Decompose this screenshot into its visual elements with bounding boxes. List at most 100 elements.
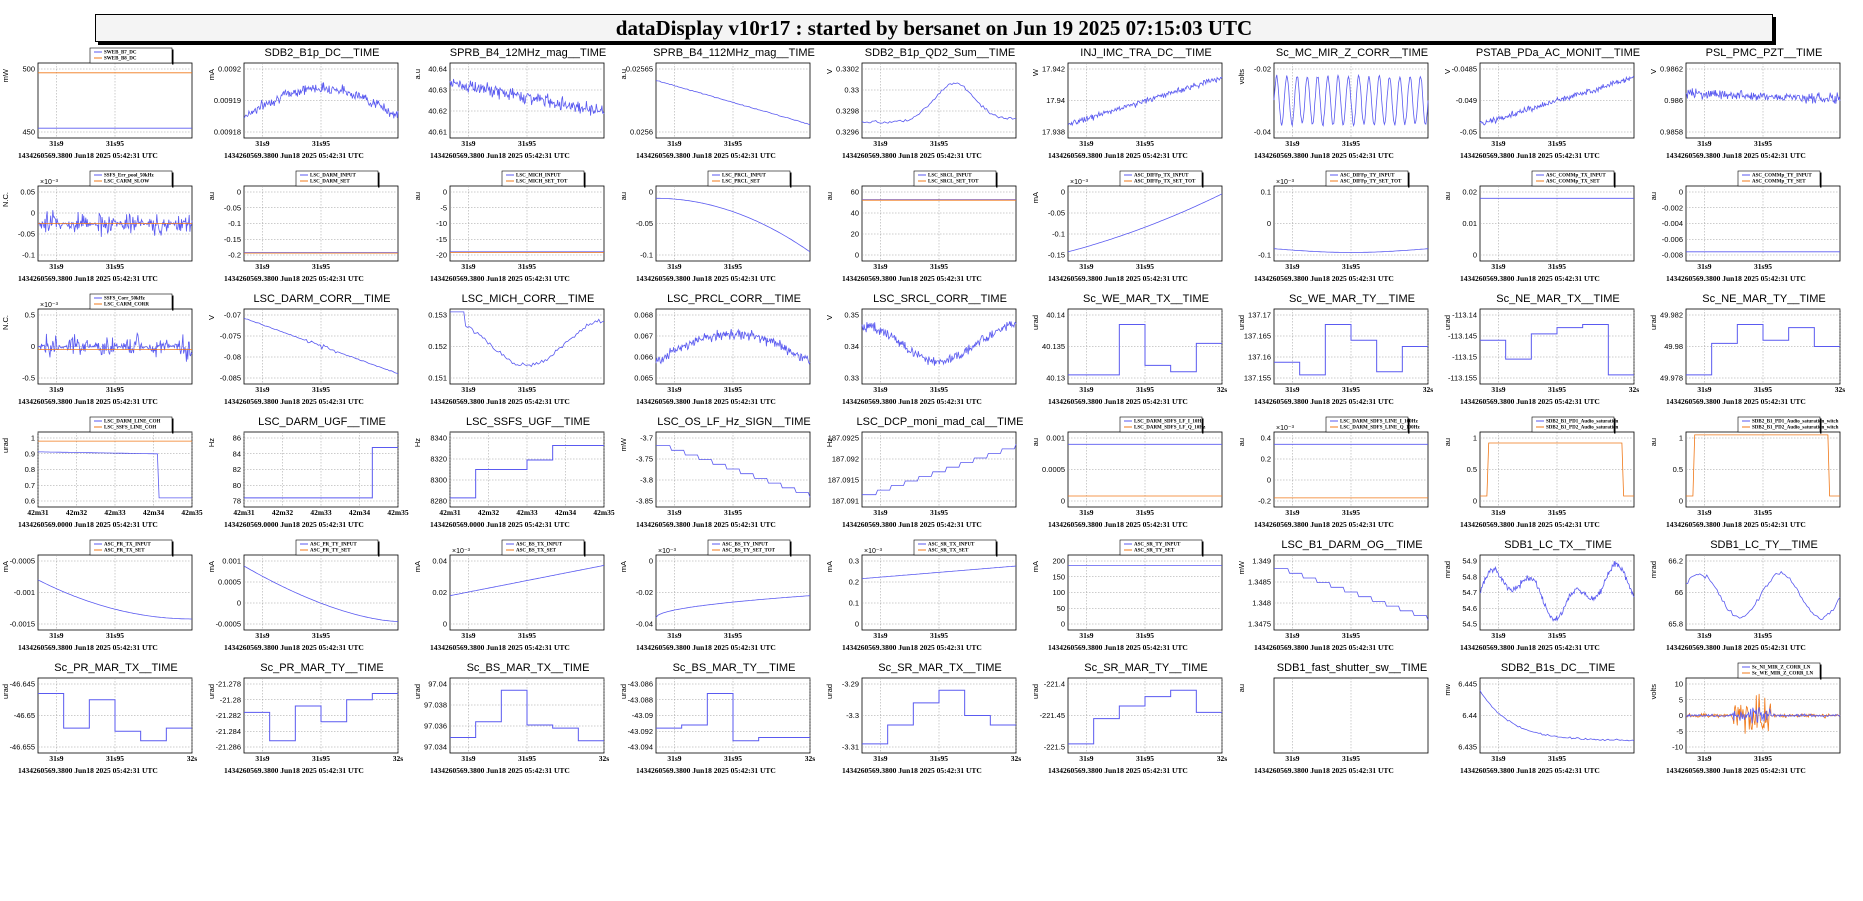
legend-shadow [172, 172, 174, 188]
y-axis-label: a.u [413, 69, 422, 79]
legend-entry: SDB2_B1_PD2_Audio_saturation [1546, 426, 1618, 431]
x-tick-label: 31s9 [1491, 262, 1505, 271]
series-line [655, 595, 811, 618]
y-tick-label: -10 [436, 219, 447, 228]
x-tick-label: 31s95 [106, 139, 124, 148]
y-axis-label: V [825, 69, 834, 74]
x-tick-label: 31s9 [667, 139, 681, 148]
y-tick-label: 1 [1679, 434, 1683, 443]
legend-shadow [1408, 172, 1410, 188]
y-axis-label: au [1031, 438, 1040, 446]
panel-title: PSL_PMC_PZT__TIME [1706, 47, 1823, 59]
y-tick-label: 0.8 [25, 465, 35, 474]
y-tick-label: 8340 [430, 434, 447, 443]
x-tick-label: 32s [393, 754, 404, 763]
x-tick-label: 31s9 [873, 631, 887, 640]
panel-timestamp: 1434260569.3800 Jun18 2025 05:42:31 UTC [842, 274, 982, 283]
panel-timestamp: 1434260569.3800 Jun18 2025 05:42:31 UTC [18, 274, 158, 283]
y-tick-label: 54.6 [1462, 604, 1477, 613]
x-tick-label: 31s9 [873, 754, 887, 763]
x-tick-label: 31s9 [49, 631, 63, 640]
y-axis-label: N.C. [1, 192, 10, 207]
legend-shadow [1202, 418, 1204, 434]
legend-entry: LSC_DARM_SDFS_LF_Q_10Hz [1134, 426, 1206, 431]
y-tick-label: -0.15 [1048, 251, 1065, 260]
series-line [1274, 568, 1429, 621]
plot-panel: -0.0015 -0.001 -0.0005 31s9 31s95 mA ASC_PR_TX… [1, 539, 193, 652]
y-axis-label: mA [825, 561, 834, 572]
panel-title: Sc_MC_MIR_Z_CORR__TIME [1276, 47, 1428, 59]
panel-timestamp: 1434260569.3800 Jun18 2025 05:42:31 UTC [1254, 274, 1394, 283]
panel-timestamp: 1434260569.3800 Jun18 2025 05:42:31 UTC [1460, 274, 1600, 283]
panel-title: Sc_PR_MAR_TY__TIME [260, 662, 383, 674]
x-tick-label: 31s9 [255, 631, 269, 640]
legend-entry: LSC_DARM_SET [310, 180, 350, 185]
panel-timestamp: 1434260569.3800 Jun18 2025 05:42:31 UTC [1254, 520, 1394, 529]
y-tick-label: 0.3296 [836, 128, 859, 137]
series-line [862, 689, 1016, 745]
plot-panel: -0.1 -0.05 0 31s9 31s95 au LSC_PRCL_INPUTLSC_P… [619, 170, 811, 283]
plot-panel: LSC_SSFS_UGF__TIME 8280 8300 8320 8340 42m31 4… [413, 416, 615, 529]
y-tick-label: 200 [1052, 557, 1065, 566]
y-axis-label: urad [1031, 684, 1040, 699]
series-line [656, 197, 811, 253]
y-axis-label: a.u [619, 69, 628, 79]
y-tick-label: 40.13 [1046, 374, 1065, 383]
panel-title: LSC_OS_LF_Hz_SIGN__TIME [657, 416, 810, 428]
x-tick-label: 31s9 [1079, 754, 1093, 763]
axis-multiplier: ×10⁻³ [1276, 425, 1295, 432]
y-tick-label: 0.2 [1261, 455, 1271, 464]
y-tick-label: 0 [1061, 497, 1065, 506]
x-tick-label: 31s9 [1285, 262, 1299, 271]
legend-entry: ASC_BS_TY_INPUT [722, 543, 769, 548]
x-tick-label: 42m33 [310, 508, 331, 517]
plot-panel: SDB2_B1p_DC__TIME 0.00918 0.00919 0.0092 31s… [207, 47, 399, 160]
legend-shadow [1820, 172, 1822, 188]
y-tick-label: 6.44 [1462, 711, 1477, 720]
y-tick-label: -113.145 [1448, 332, 1477, 341]
x-tick-label: 31s95 [312, 139, 330, 148]
panel-timestamp: 1434260569.3800 Jun18 2025 05:42:31 UTC [430, 151, 570, 160]
legend-entry: LSC_SSFS_LINE_COH [104, 426, 156, 431]
panel-title: SDB1_LC_TY__TIME [1710, 539, 1818, 551]
legend-entry: ASC_BS_TX_SET [516, 549, 557, 554]
y-tick-label: -0.02 [636, 588, 653, 597]
plot-panel: SPRB_B4_12MHz_mag__TIME 40.61 40.62 40.63 40… [413, 47, 606, 160]
y-axis-label: mA [207, 561, 216, 572]
y-tick-label: -43.092 [628, 727, 653, 736]
panel-title: Sc_WE_MAR_TY__TIME [1289, 293, 1415, 305]
y-tick-label: 8320 [430, 455, 447, 464]
legend-entry: ASC_DIFFp_TX_SET_TOT [1134, 180, 1196, 185]
y-tick-label: -0.05 [224, 203, 241, 212]
panel-title: Sc_BS_MAR_TY__TIME [673, 662, 796, 674]
x-tick-label: 31s95 [1342, 631, 1360, 640]
y-tick-label: 0.0005 [1042, 465, 1065, 474]
y-tick-label: 80 [233, 481, 241, 490]
y-tick-label: -0.1 [1052, 230, 1065, 239]
panel-timestamp: 1434260569.3800 Jun18 2025 05:42:31 UTC [1666, 520, 1806, 529]
y-tick-label: -0.0485 [1452, 65, 1477, 74]
x-tick-label: 31s95 [106, 754, 124, 763]
x-tick-label: 31s9 [461, 139, 475, 148]
y-tick-label: 17.942 [1042, 65, 1065, 74]
series-line [244, 692, 398, 742]
y-tick-label: 84 [233, 449, 241, 458]
plot-panel: -0.2 -0.15 -0.1 -0.05 0 31s9 31s95 au LSC_DARM_I… [207, 170, 399, 283]
y-tick-label: 0 [1267, 219, 1271, 228]
x-tick-label: 31s95 [518, 262, 536, 271]
y-tick-label: 1.349 [1252, 557, 1271, 566]
y-tick-label: 0.152 [428, 342, 447, 351]
legend-entry: ASC_SR_TX_SET [928, 549, 969, 554]
plot-panel: Sc_WE_MAR_TY__TIME 137.155 137.16 137.165 13… [1237, 293, 1433, 406]
panel-timestamp: 1434260569.3800 Jun18 2025 05:42:31 UTC [1460, 520, 1600, 529]
y-tick-label: 82 [233, 465, 241, 474]
x-tick-label: 31s95 [1342, 139, 1360, 148]
series-line [1685, 88, 1841, 104]
plot-panel: Sc_MC_MIR_Z_CORR__TIME -0.04 -0.02 31s9 31s9… [1237, 47, 1429, 160]
y-tick-label: 0 [1061, 620, 1065, 629]
plot-panel: SDB1_LC_TX__TIME 54.5 54.6 54.7 54.8 54.9 31s9… [1443, 539, 1635, 652]
legend-shadow [378, 541, 380, 557]
panel-timestamp: 1434260569.3800 Jun18 2025 05:42:31 UTC [636, 151, 776, 160]
x-tick-label: 31s9 [1285, 385, 1299, 394]
panel-title: PSTAB_PDa_AC_MONIT__TIME [1476, 47, 1640, 59]
